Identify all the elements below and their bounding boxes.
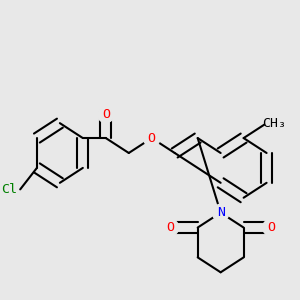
Circle shape <box>143 130 160 146</box>
Circle shape <box>98 106 114 123</box>
Circle shape <box>162 219 178 236</box>
Circle shape <box>212 204 229 221</box>
Text: Cl: Cl <box>1 183 17 196</box>
Circle shape <box>263 219 279 236</box>
Circle shape <box>266 115 282 131</box>
Text: O: O <box>148 132 156 145</box>
Text: O: O <box>102 108 110 121</box>
Text: O: O <box>166 221 174 234</box>
Text: CH₃: CH₃ <box>262 117 286 130</box>
Text: O: O <box>267 221 275 234</box>
Text: N: N <box>217 206 225 219</box>
Circle shape <box>1 181 17 198</box>
